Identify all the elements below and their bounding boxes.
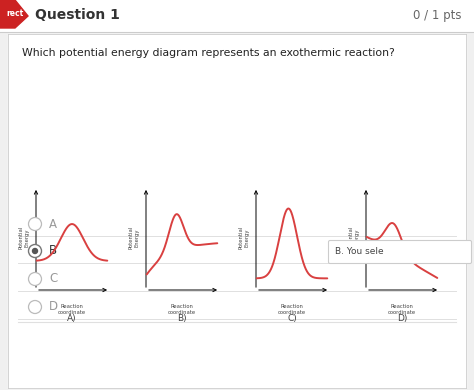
Text: Reaction
coordinate: Reaction coordinate: [388, 304, 416, 315]
Text: Potential
Energy: Potential Energy: [348, 226, 359, 249]
Circle shape: [28, 301, 42, 314]
Text: Potential
Energy: Potential Energy: [128, 226, 139, 249]
Text: Reaction
coordinate: Reaction coordinate: [58, 304, 86, 315]
Text: C): C): [287, 314, 297, 323]
Text: D): D): [397, 314, 407, 323]
Text: D: D: [49, 301, 58, 314]
Text: Question 1: Question 1: [35, 8, 120, 22]
Text: Potential
Energy: Potential Energy: [18, 226, 29, 249]
Text: A: A: [49, 218, 57, 230]
Text: Reaction
coordinate: Reaction coordinate: [168, 304, 196, 315]
Circle shape: [33, 248, 37, 254]
Circle shape: [28, 245, 42, 257]
Text: rect: rect: [6, 9, 23, 18]
Text: B. You sele: B. You sele: [335, 248, 383, 257]
Circle shape: [28, 218, 42, 230]
Text: A): A): [67, 314, 77, 323]
Bar: [0, 0, 474, 32]
Polygon shape: [0, 0, 28, 28]
Text: Reaction
coordinate: Reaction coordinate: [278, 304, 306, 315]
Text: B): B): [177, 314, 187, 323]
Text: Potential
Energy: Potential Energy: [238, 226, 249, 249]
Circle shape: [28, 273, 42, 285]
Text: 0 / 1 pts: 0 / 1 pts: [413, 9, 462, 21]
FancyBboxPatch shape: [328, 241, 472, 264]
Text: B: B: [49, 245, 57, 257]
Text: Which potential energy diagram represents an exothermic reaction?: Which potential energy diagram represent…: [22, 48, 395, 58]
Text: C: C: [49, 273, 57, 285]
